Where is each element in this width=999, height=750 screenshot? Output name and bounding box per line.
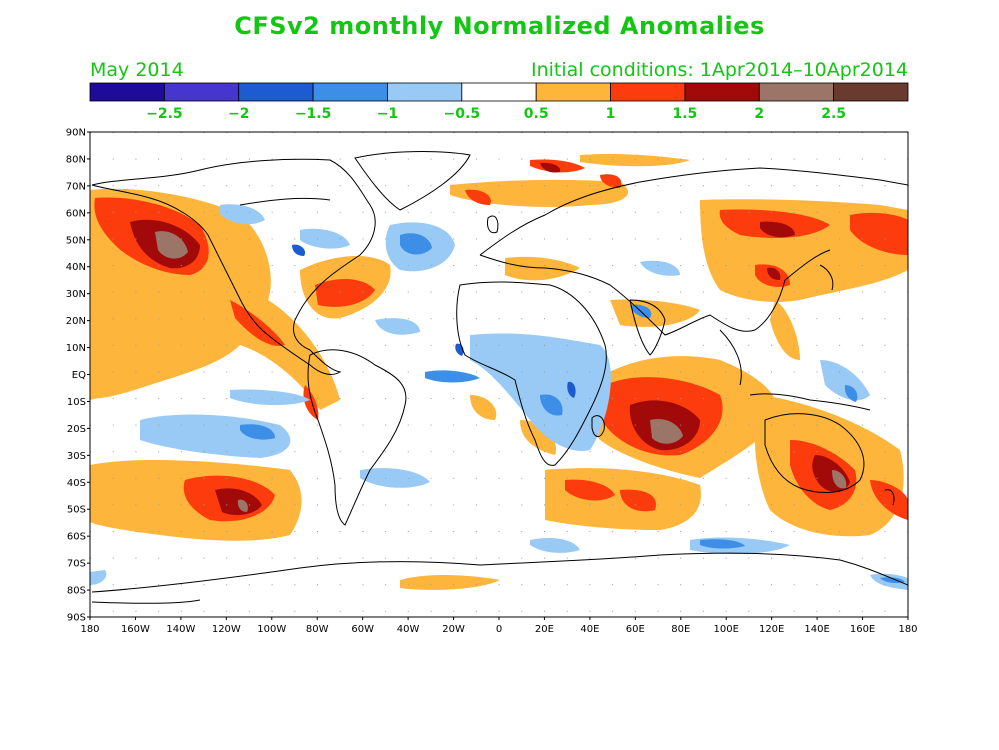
colorbar-label: −2 [228, 106, 249, 122]
colorbar-swatch [461, 82, 537, 102]
colorbar-label: −0.5 [444, 106, 481, 122]
colorbar-label: 2 [754, 106, 764, 122]
colorbar-label: 1.5 [673, 106, 698, 122]
longitude-label: 20E [535, 624, 554, 635]
longitude-label: 60E [626, 624, 645, 635]
longitude-label: 120W [212, 624, 241, 635]
latitude-label: 80N [66, 154, 86, 165]
latitude-label: 10S [67, 397, 86, 408]
colorbar-swatch [535, 82, 611, 102]
colorbar-label: −1 [377, 106, 398, 122]
latitude-label: 20N [66, 316, 86, 327]
longitude-label: 40W [397, 624, 420, 635]
colorbar-swatch [684, 82, 760, 102]
colorbar-swatch [610, 82, 686, 102]
latitude-label: 40S [67, 478, 86, 489]
latitude-label: 30N [66, 289, 86, 300]
longitude-label: 80W [306, 624, 329, 635]
latitude-label: 10N [66, 343, 86, 354]
longitude-label: 80E [671, 624, 690, 635]
colorbar-label: −2.5 [146, 106, 183, 122]
initial-conditions: Initial conditions: 1Apr2014–10Apr2014 [530, 59, 908, 81]
latitude-label: 90N [66, 128, 86, 139]
colorbar-label: 0.5 [524, 106, 549, 122]
coastlines [91, 151, 908, 604]
longitude-label: 120E [759, 624, 784, 635]
longitude-label: 40E [580, 624, 599, 635]
longitude-label: 100W [257, 624, 286, 635]
latitude-label: 60N [66, 208, 86, 219]
longitude-label: 180 [80, 624, 99, 635]
latitude-label: 50S [67, 505, 86, 516]
latitude-label: 70S [67, 559, 86, 570]
colorbar-label: −1.5 [295, 106, 332, 122]
longitude-label: 0 [496, 624, 502, 635]
latitude-label: 90S [67, 613, 86, 624]
latitude-label: 70N [66, 181, 86, 192]
longitude-label: 20W [442, 624, 465, 635]
map-title: CFSv2 monthly Normalized Anomalies [234, 12, 765, 40]
colorbar-swatch [758, 82, 835, 102]
longitude-label: 140W [166, 624, 195, 635]
latitude-label: 40N [66, 262, 86, 273]
longitude-label: 160W [121, 624, 150, 635]
latitude-label: 30S [67, 451, 86, 462]
latitude-label: EQ [72, 370, 86, 381]
map-panel: 90N 80N 70N 60N 50N 40N 30N 20N 10N EQ 10S 20S 30S 40… [66, 128, 918, 636]
longitude-label: 160E [850, 624, 875, 635]
forecast-month: May 2014 [90, 59, 184, 81]
colorbar: −2.5 −2 −1.5 −1 −0.5 0.5 1 1.5 2 2.5 [89, 82, 909, 122]
colorbar-swatch [238, 82, 314, 102]
longitude-label: 180 [898, 624, 917, 635]
longitude-label: 140E [804, 624, 829, 635]
colorbar-label: 1 [606, 106, 616, 122]
latitude-label: 20S [67, 424, 86, 435]
longitude-label: 60W [351, 624, 374, 635]
colorbar-swatch [163, 82, 240, 102]
latitude-label: 50N [66, 235, 86, 246]
colorbar-swatch [312, 82, 388, 102]
axis-ticks: 90N 80N 70N 60N 50N 40N 30N 20N 10N EQ 10S 20S 30S 40… [66, 128, 918, 636]
colorbar-swatch [833, 82, 909, 102]
colorbar-swatch [387, 82, 463, 102]
latitude-label: 60S [67, 532, 86, 543]
colorbar-label: 2.5 [821, 106, 846, 122]
colorbar-swatch [89, 82, 165, 102]
lat-lon-grid [90, 132, 908, 617]
latitude-label: 80S [67, 586, 86, 597]
longitude-label: 100E [714, 624, 739, 635]
